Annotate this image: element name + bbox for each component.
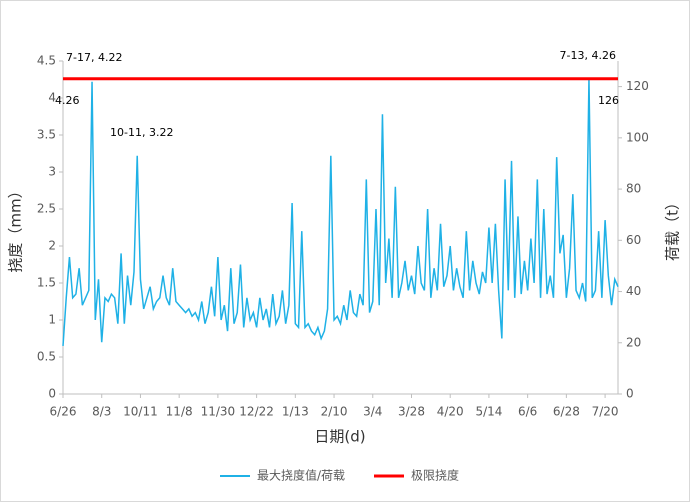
legend-label: 极限挠度 [411, 468, 459, 483]
annotation: 126 [598, 94, 619, 107]
x-tick-label: 3/4 [363, 405, 382, 419]
y-tick-label: 0.5 [37, 350, 56, 364]
x-tick-label: 6/28 [553, 405, 580, 419]
y-tick-label: 1 [48, 313, 56, 327]
x-tick-label: 10/11 [123, 405, 158, 419]
x-tick-label: 12/22 [239, 405, 274, 419]
x-tick-label: 2/10 [321, 405, 348, 419]
y-tick-label: 4.5 [37, 54, 56, 68]
y2-tick-label: 0 [626, 387, 634, 401]
x-tick-label: 11/8 [166, 405, 193, 419]
y2-tick-label: 60 [626, 233, 641, 247]
annotation: 10-11, 3.22 [110, 126, 173, 139]
x-tick-label: 1/13 [282, 405, 309, 419]
data-line [62, 78, 619, 346]
y-tick-label: 4 [48, 91, 56, 105]
annotation: 4.26 [55, 94, 80, 107]
x-tick-label: 8/3 [92, 405, 111, 419]
x-tick-label: 11/30 [201, 405, 236, 419]
x-tick-label: 3/28 [398, 405, 425, 419]
y2-axis-title: 荷载（t） [664, 195, 682, 261]
y-tick-label: 2 [48, 239, 56, 253]
y2-tick-label: 100 [626, 130, 649, 144]
legend-label: 最大挠度值/荷载 [257, 468, 345, 483]
annotation: 7-13, 4.26 [560, 49, 616, 62]
y2-tick-label: 80 [626, 182, 641, 196]
y-tick-label: 3 [48, 165, 56, 179]
y-axis-title: 挠度（mm） [7, 183, 25, 272]
x-tick-label: 6/26 [50, 405, 77, 419]
x-tick-label: 6/6 [518, 405, 537, 419]
y-tick-label: 1.5 [37, 276, 56, 290]
x-axis-title: 日期(d) [314, 428, 365, 446]
y-tick-label: 2.5 [37, 202, 56, 216]
y-tick-label: 3.5 [37, 128, 56, 142]
y2-tick-label: 120 [626, 79, 649, 93]
y2-tick-label: 20 [626, 335, 641, 349]
annotation: 7-17, 4.22 [66, 51, 122, 64]
x-tick-label: 4/20 [437, 405, 464, 419]
y2-tick-label: 40 [626, 284, 641, 298]
x-tick-label: 7/20 [592, 405, 619, 419]
x-tick-label: 5/14 [475, 405, 502, 419]
y-tick-label: 0 [48, 387, 56, 401]
